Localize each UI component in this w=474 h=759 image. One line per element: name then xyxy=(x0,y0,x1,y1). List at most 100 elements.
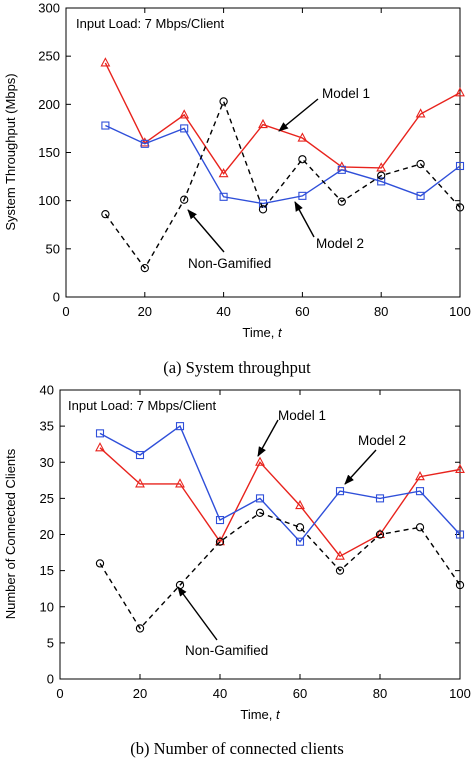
series-line-nongamified xyxy=(99,512,461,630)
y-tick-label: 200 xyxy=(38,97,60,112)
x-tick-label: 40 xyxy=(216,304,230,319)
inset-label: Input Load: 7 Mbps/Client xyxy=(68,398,217,413)
data-point-model2 xyxy=(258,199,268,208)
annotation-arrow-nongamified xyxy=(177,586,218,641)
x-tick-label: 20 xyxy=(133,686,147,701)
data-point-model2 xyxy=(101,121,110,130)
y-tick-label: 150 xyxy=(38,145,60,160)
data-point-nongamified xyxy=(415,523,425,532)
data-point-model1 xyxy=(255,456,265,466)
y-tick-label: 50 xyxy=(46,241,60,256)
x-axis-label: Time, t xyxy=(240,707,281,722)
data-point-nongamified xyxy=(337,197,346,206)
y-tick-label: 20 xyxy=(40,527,54,542)
caption-a: (a) System throughput xyxy=(163,358,311,377)
series-line-model1 xyxy=(104,62,461,175)
data-point-nongamified xyxy=(335,566,345,575)
data-point-model2 xyxy=(295,537,305,546)
data-point-model1 xyxy=(295,499,305,510)
axis-ticks: 0 20 40 60 80 100 0 5 10 15 20 25 30 35 40 xyxy=(40,383,471,702)
x-tick-label: 100 xyxy=(449,686,471,701)
y-axis-label: System Throughput (Mbps) xyxy=(3,73,18,230)
annotation-arrow-model2 xyxy=(294,201,315,238)
y-tick-label: 0 xyxy=(47,672,54,687)
data-point-model1 xyxy=(175,478,185,488)
data-point-nongamified xyxy=(258,205,268,214)
x-tick-label: 80 xyxy=(374,304,388,319)
annotation-nongamified: Non-Gamified xyxy=(188,256,271,271)
annotation-arrow-model1 xyxy=(257,419,279,457)
data-point-nongamified xyxy=(219,97,228,106)
x-tick-label: 0 xyxy=(56,686,63,701)
x-tick-label: 60 xyxy=(293,686,307,701)
y-tick-label: 250 xyxy=(38,49,60,64)
data-point-model1 xyxy=(100,57,111,67)
data-point-nongamified xyxy=(298,155,307,164)
data-point-nongamified xyxy=(295,523,305,532)
y-tick-label: 300 xyxy=(38,1,60,16)
series-line-model1 xyxy=(99,447,461,558)
data-point-model2 xyxy=(455,530,465,539)
data-point-model2 xyxy=(375,494,385,503)
annotation-arrow-model1 xyxy=(278,98,319,132)
data-point-model1 xyxy=(335,550,345,560)
data-point-nongamified xyxy=(215,537,225,546)
annotation-model2: Model 2 xyxy=(358,433,406,448)
axis-ticks: 0 20 40 60 80 100 0 50 100 150 200 250 300 xyxy=(38,1,471,320)
data-point-model1 xyxy=(297,132,308,142)
data-point-model1 xyxy=(455,87,465,97)
y-axis-label: Number of Connected Clients xyxy=(3,448,18,619)
caption-b: (b) Number of connected clients xyxy=(130,739,344,758)
data-point-model2 xyxy=(140,139,149,148)
y-tick-label: 35 xyxy=(40,419,54,434)
plot-frame xyxy=(65,7,461,298)
data-point-nongamified xyxy=(455,580,465,590)
data-point-model2 xyxy=(335,487,345,496)
annotation-model1: Model 1 xyxy=(322,86,370,101)
annotation-arrow-model2 xyxy=(344,449,377,485)
data-point-model1 xyxy=(95,442,105,452)
data-point-model2 xyxy=(215,515,225,525)
data-point-model2 xyxy=(415,487,425,496)
data-point-model2 xyxy=(337,165,346,174)
data-point-nongamified xyxy=(101,210,110,219)
data-point-model2 xyxy=(455,161,465,171)
data-point-model2 xyxy=(175,422,185,431)
y-tick-label: 10 xyxy=(40,599,54,614)
inset-label: Input Load: 7 Mbps/Client xyxy=(76,16,225,31)
x-axis-label-text: Time, xyxy=(240,707,276,722)
series-line-nongamified xyxy=(104,99,461,270)
annotation-model1: Model 1 xyxy=(278,408,326,423)
x-tick-label: 100 xyxy=(449,304,471,319)
data-point-model1 xyxy=(376,162,387,172)
data-point-nongamified xyxy=(95,559,105,568)
chart-a: 0 20 40 60 80 100 0 50 100 150 200 250 300 Input Loa… xyxy=(3,1,471,378)
annotation-arrow-nongamified xyxy=(187,209,225,253)
x-tick-label: 40 xyxy=(213,686,227,701)
x-axis-label: Time, t xyxy=(242,325,283,340)
data-point-model2 xyxy=(416,191,425,200)
data-point-model2 xyxy=(95,429,105,438)
x-axis-label-text: Time, xyxy=(242,325,278,340)
data-point-model1 xyxy=(455,463,465,474)
data-point-nongamified xyxy=(455,203,465,212)
series-layer xyxy=(100,57,465,273)
annotation-nongamified: Non-Gamified xyxy=(185,643,268,658)
x-tick-label: 0 xyxy=(62,304,69,319)
y-tick-label: 5 xyxy=(47,635,54,650)
data-point-model1 xyxy=(415,471,425,481)
data-point-model1 xyxy=(415,108,426,118)
y-tick-label: 25 xyxy=(40,491,54,506)
y-tick-label: 0 xyxy=(53,290,60,305)
data-point-model1 xyxy=(218,168,229,178)
data-point-model2 xyxy=(180,124,189,133)
data-point-model2 xyxy=(255,494,265,503)
y-tick-label: 30 xyxy=(40,455,54,470)
data-point-model1 xyxy=(135,478,145,488)
y-tick-label: 100 xyxy=(38,193,60,208)
x-axis-label-var: t xyxy=(278,325,283,340)
data-point-model2 xyxy=(377,177,386,186)
data-point-nongamified xyxy=(135,624,145,633)
annotation-model2: Model 2 xyxy=(316,236,364,251)
